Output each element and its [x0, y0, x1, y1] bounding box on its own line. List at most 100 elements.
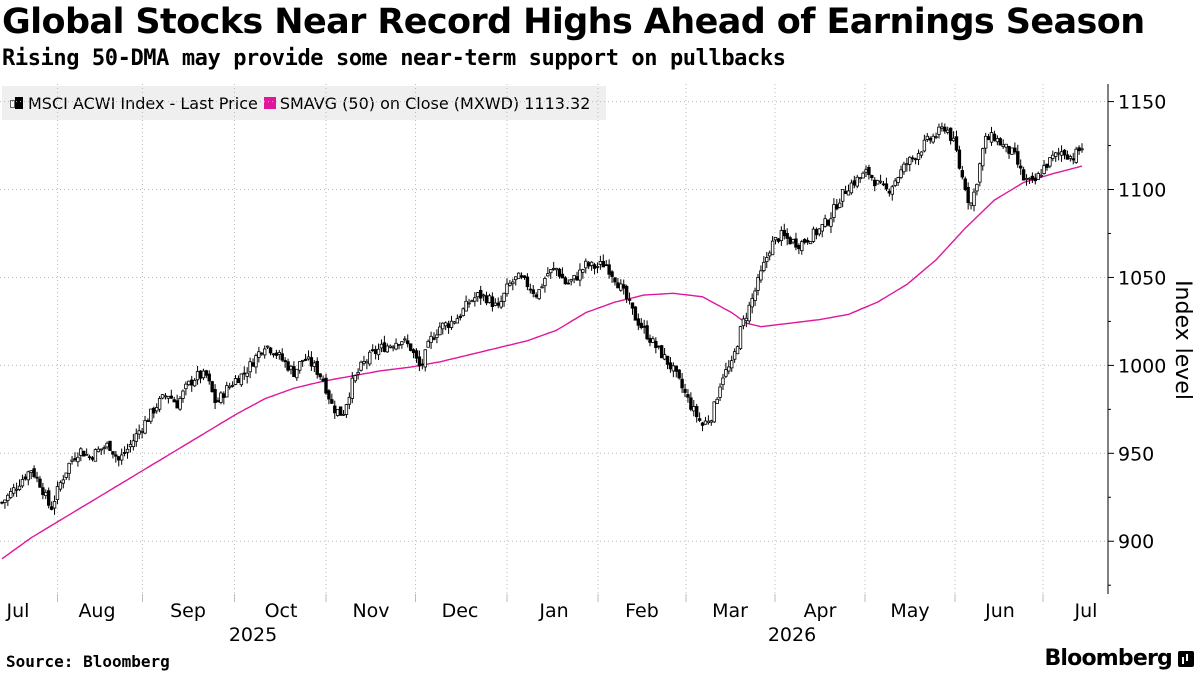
candle — [613, 276, 617, 286]
candle — [1054, 151, 1058, 162]
candle-body — [840, 189, 845, 202]
candle-body — [540, 286, 544, 289]
candle-body — [64, 472, 68, 478]
candle-body — [131, 440, 136, 448]
candle — [975, 183, 979, 196]
candle — [817, 228, 821, 237]
candle-body — [584, 260, 588, 269]
candle — [519, 272, 524, 280]
candle — [770, 236, 775, 256]
candle-body — [146, 420, 150, 422]
candle — [695, 403, 699, 423]
candle — [441, 322, 445, 335]
candle — [858, 177, 862, 184]
candle — [943, 123, 947, 134]
candle-body — [11, 487, 16, 494]
candle — [905, 157, 909, 172]
candle — [855, 174, 859, 189]
candle — [516, 272, 521, 279]
legend-price-label: MSCI ACWI Index - Last Price — [28, 93, 258, 113]
candle — [1010, 147, 1014, 155]
candle-body — [630, 302, 635, 309]
candle — [6, 493, 10, 506]
candle-body — [73, 458, 77, 461]
candle — [32, 465, 36, 479]
candle-body — [335, 409, 340, 416]
candle-body — [207, 373, 211, 382]
candle-body — [432, 337, 436, 340]
candle-body — [184, 383, 188, 390]
candle — [403, 336, 407, 343]
candle-body — [210, 381, 214, 393]
candle-body — [756, 277, 760, 291]
candle — [268, 346, 273, 356]
candle — [195, 365, 200, 385]
candle — [960, 165, 965, 180]
candle-body — [359, 361, 363, 371]
candle — [1051, 150, 1055, 162]
candle-body — [423, 349, 427, 368]
candle-body — [204, 370, 209, 376]
candle-body — [117, 456, 121, 461]
candle-body — [429, 335, 433, 343]
candle — [309, 351, 314, 371]
candle-body — [365, 360, 369, 364]
candle-body — [829, 218, 833, 227]
candle-body — [852, 180, 857, 186]
axes: 900 950 1000 1050 1100 1150 Jul Aug Sep Oct Nov Dec… — [6, 84, 1166, 646]
candle-body — [881, 183, 886, 186]
candle — [1048, 157, 1052, 169]
candle-body — [724, 369, 728, 377]
candle — [998, 137, 1002, 146]
candle — [595, 262, 600, 274]
candle — [263, 345, 267, 359]
candle-body — [248, 361, 252, 373]
candle-body — [225, 385, 229, 398]
candle — [986, 133, 991, 141]
candle — [312, 360, 317, 373]
candle — [1045, 163, 1049, 171]
candle-body — [312, 362, 317, 367]
candle — [919, 151, 924, 159]
candle — [187, 380, 191, 387]
candle — [607, 259, 611, 279]
candle-body — [254, 355, 258, 368]
sma-line — [1, 165, 1083, 560]
candle — [665, 355, 670, 370]
candle — [341, 410, 346, 416]
candle — [350, 372, 354, 404]
candle-body — [408, 343, 413, 351]
candle — [566, 279, 570, 285]
candle — [134, 428, 138, 447]
candle-body — [721, 377, 725, 386]
candle — [376, 343, 381, 361]
candle — [697, 412, 702, 423]
candle — [744, 312, 749, 328]
candle — [689, 392, 693, 412]
candle — [406, 334, 410, 348]
candle-body — [975, 183, 979, 192]
candle — [808, 241, 813, 245]
candle-body — [785, 233, 789, 239]
candle-body — [87, 456, 92, 459]
candle-body — [662, 354, 667, 360]
candle-body — [782, 229, 786, 237]
candle-body — [554, 268, 559, 271]
candle — [155, 403, 159, 414]
candle — [265, 345, 270, 350]
candle — [35, 471, 39, 483]
candle-body — [222, 393, 226, 398]
candle — [487, 293, 492, 304]
candle-body — [522, 275, 527, 279]
candle — [111, 451, 115, 459]
candle-body — [905, 163, 909, 166]
candle — [152, 406, 156, 419]
candle-body — [514, 276, 518, 281]
candle-body — [598, 261, 603, 265]
candle — [201, 368, 206, 381]
candle — [87, 454, 92, 461]
candle-body — [467, 302, 471, 305]
candle — [17, 479, 22, 491]
candle-body — [861, 172, 865, 179]
candle — [20, 474, 25, 488]
